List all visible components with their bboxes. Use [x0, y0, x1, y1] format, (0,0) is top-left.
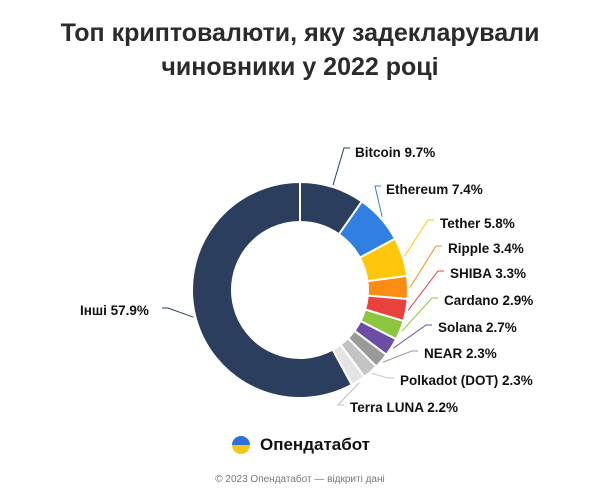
slice-label-10: Інші 57.9%	[80, 303, 149, 318]
leader-line-8	[371, 372, 394, 379]
leader-line-0	[332, 147, 350, 186]
leader-line-2	[404, 219, 434, 257]
footer-text: © 2023 Опендатабот — відкриті дані	[215, 474, 385, 485]
slice-label-8: Polkadot (DOT) 2.3%	[400, 373, 533, 388]
slice-label-0: Bitcoin 9.7%	[355, 145, 435, 160]
leader-line-6	[393, 324, 432, 349]
slice-label-1: Ethereum 7.4%	[386, 182, 483, 197]
slice-label-7: NEAR 2.3%	[424, 346, 497, 361]
leader-lines-group	[162, 147, 444, 406]
slice-label-4: SHIBA 3.3%	[450, 266, 526, 281]
leader-line-7	[382, 350, 418, 363]
leader-line-10	[162, 307, 194, 318]
chart-title: Топ криптовалюти, яку задекларували чино…	[60, 19, 540, 81]
leader-line-1	[374, 185, 383, 217]
slice-label-3: Ripple 3.4%	[448, 241, 524, 256]
opendatabot-logo-icon	[231, 436, 250, 454]
brand: Опендатабот	[0, 434, 600, 456]
leader-line-5	[401, 297, 438, 332]
brand-name: Опендатабот	[259, 435, 371, 454]
leader-line-9	[336, 382, 360, 406]
slice-label-9: Terra LUNA 2.2%	[350, 400, 458, 415]
slice-label-6: Solana 2.7%	[438, 320, 517, 335]
slice-label-5: Cardano 2.9%	[444, 293, 533, 308]
leader-line-3	[409, 245, 442, 288]
slices-group	[191, 180, 409, 399]
slice-label-2: Tether 5.8%	[440, 216, 515, 231]
labels-group: Bitcoin 9.7% Ethereum 7.4% Tether 5.8% Ripp…	[80, 145, 533, 415]
leader-line-4	[407, 270, 444, 311]
slice-інші	[191, 180, 354, 399]
